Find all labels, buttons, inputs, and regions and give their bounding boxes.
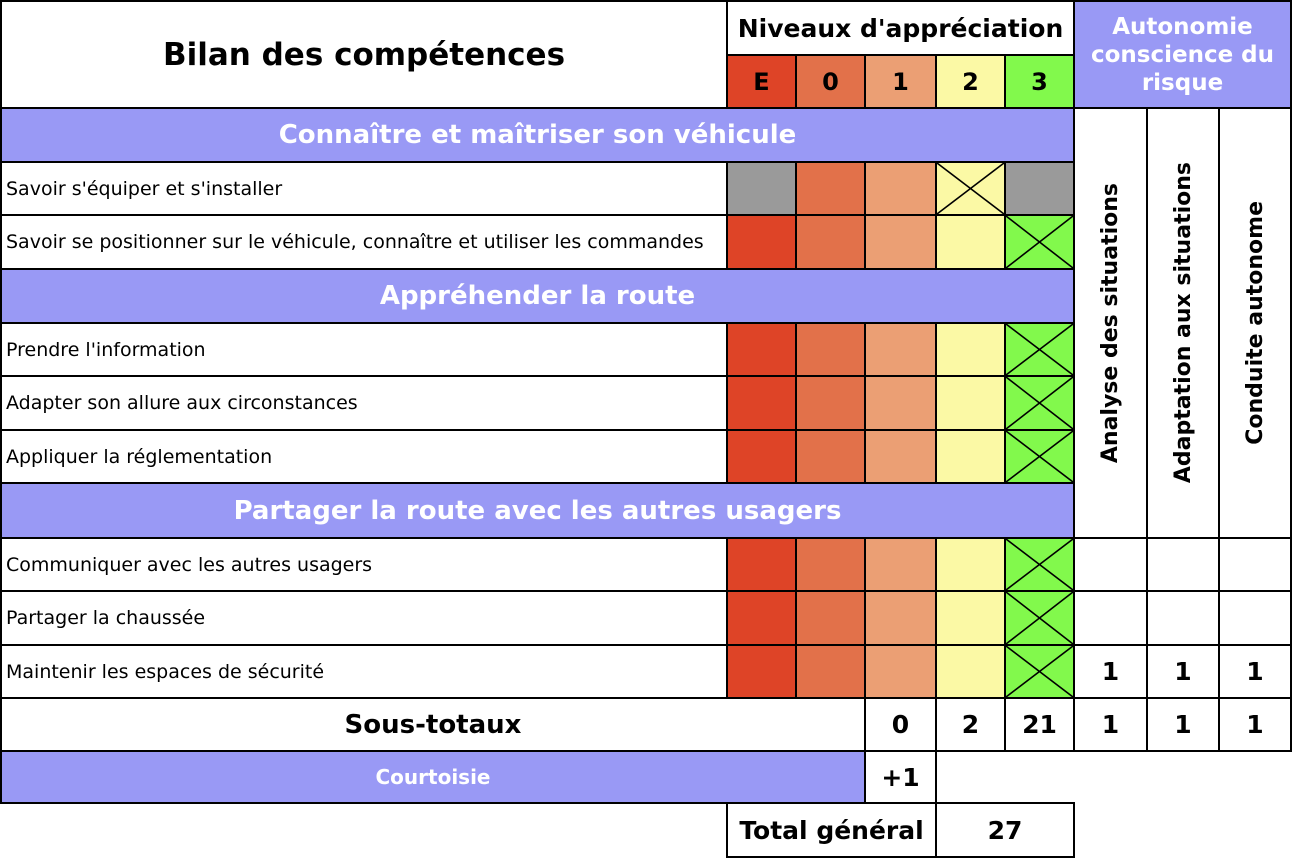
autonomy-cell [1218,537,1292,592]
subtotal-autonomy: 1 [1073,697,1148,752]
level-cell-0[interactable] [795,375,866,431]
subtotal-autonomy: 1 [1218,697,1292,752]
section-title: Appréhender la route [0,268,1075,324]
autonomy-column-header: Analyse des situations [1073,107,1148,539]
subtotal-autonomy: 1 [1146,697,1220,752]
autonomy-header: Autonomie conscience du risque [1073,0,1292,109]
section-title: Partager la route avec les autres usager… [0,482,1075,539]
level-cell-2[interactable] [935,322,1006,377]
table-title: Bilan des compétences [0,0,728,109]
level-cell-e[interactable] [726,429,797,484]
level-cell-2[interactable] [935,375,1006,431]
level-cell-2[interactable] [935,590,1006,646]
subtotal-level-3: 21 [1004,697,1075,752]
level-header-1: 1 [864,54,937,109]
check-cross-icon [1006,646,1073,697]
subtotal-level-2: 2 [935,697,1006,752]
competence-label: Communiquer avec les autres usagers [0,537,728,592]
level-cell-3[interactable] [1004,161,1075,216]
level-cell-1[interactable] [864,322,937,377]
total-label: Total général [726,802,937,858]
level-cell-2[interactable] [935,161,1006,216]
autonomy-value: 1 [1073,644,1148,699]
competence-label: Adapter son allure aux circonstances [0,375,728,431]
check-cross-icon [937,163,1004,214]
competence-label: Prendre l'information [0,322,728,377]
competence-label: Maintenir les espaces de sécurité [0,644,728,699]
level-header-e: E [726,54,797,109]
level-cell-e[interactable] [726,644,797,699]
level-cell-0[interactable] [795,644,866,699]
check-cross-icon [1006,216,1073,268]
level-cell-e[interactable] [726,322,797,377]
competence-label: Partager la chaussée [0,590,728,646]
competence-label: Savoir se positionner sur le véhicule, c… [0,214,728,270]
check-cross-icon [1006,592,1073,644]
level-cell-0[interactable] [795,322,866,377]
level-header-2: 2 [935,54,1006,109]
level-cell-3[interactable] [1004,590,1075,646]
total-value: 27 [935,802,1075,858]
level-cell-3[interactable] [1004,322,1075,377]
level-cell-1[interactable] [864,161,937,216]
level-cell-0[interactable] [795,537,866,592]
check-cross-icon [1006,539,1073,590]
check-cross-icon [1006,324,1073,375]
autonomy-column-header: Adaptation aux situations [1146,107,1220,539]
autonomy-value: 1 [1218,644,1292,699]
level-cell-e[interactable] [726,375,797,431]
level-cell-2[interactable] [935,429,1006,484]
level-header-3: 3 [1004,54,1075,109]
level-cell-2[interactable] [935,537,1006,592]
level-cell-0[interactable] [795,590,866,646]
autonomy-cell [1073,590,1148,646]
level-cell-e[interactable] [726,161,797,216]
competence-label: Savoir s'équiper et s'installer [0,161,728,216]
level-cell-e[interactable] [726,590,797,646]
autonomy-column-header: Conduite autonome [1218,107,1292,539]
check-cross-icon [1006,377,1073,429]
level-cell-2[interactable] [935,644,1006,699]
check-cross-icon [1006,431,1073,482]
level-cell-1[interactable] [864,644,937,699]
level-cell-1[interactable] [864,429,937,484]
level-cell-3[interactable] [1004,375,1075,431]
level-cell-1[interactable] [864,537,937,592]
level-cell-0[interactable] [795,161,866,216]
autonomy-value: 1 [1146,644,1220,699]
level-cell-1[interactable] [864,590,937,646]
competence-label: Appliquer la réglementation [0,429,728,484]
subtotal-level-1: 0 [864,697,937,752]
level-header-0: 0 [795,54,866,109]
autonomy-cell [1073,537,1148,592]
level-cell-3[interactable] [1004,429,1075,484]
level-cell-1[interactable] [864,214,937,270]
level-cell-1[interactable] [864,375,937,431]
level-cell-0[interactable] [795,429,866,484]
level-cell-3[interactable] [1004,214,1075,270]
level-cell-3[interactable] [1004,537,1075,592]
section-title: Connaître et maîtriser son véhicule [0,107,1075,163]
courtesy-value: +1 [864,750,937,804]
level-cell-3[interactable] [1004,644,1075,699]
autonomy-cell [1146,537,1220,592]
autonomy-cell [1146,590,1220,646]
level-cell-e[interactable] [726,537,797,592]
autonomy-cell [1218,590,1292,646]
level-cell-e[interactable] [726,214,797,270]
subtotals-label: Sous-totaux [0,697,866,752]
level-cell-2[interactable] [935,214,1006,270]
level-cell-0[interactable] [795,214,866,270]
levels-header: Niveaux d'appréciation [726,0,1075,56]
courtesy-label: Courtoisie [0,750,866,804]
